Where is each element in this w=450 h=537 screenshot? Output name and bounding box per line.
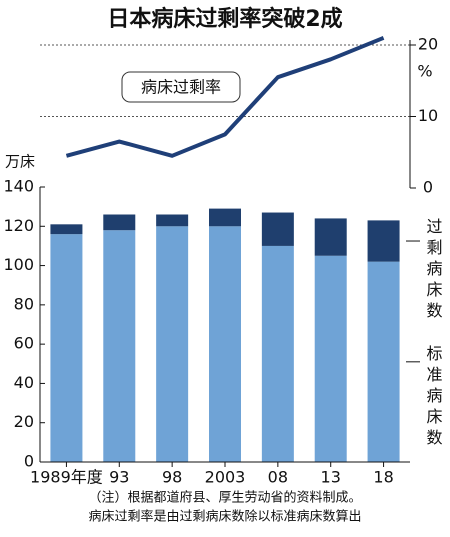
bar <box>261 212 294 246</box>
x-tick-label: 93 <box>109 468 129 487</box>
note: 病床过剩率是由过剩病床数除以标准病床数算出 <box>88 509 361 525</box>
y2-tick-label: 0 <box>423 178 433 197</box>
y-tick-label: 100 <box>3 255 34 274</box>
legend-label: 病床过剩率 <box>141 78 221 97</box>
bar <box>209 208 241 227</box>
x-tick-label: 1989年度 <box>30 468 103 487</box>
x-tick-label: 13 <box>321 468 341 487</box>
y2-tick-label: 20 <box>418 35 438 54</box>
line <box>65 35 385 158</box>
bar <box>156 226 189 462</box>
bar <box>209 226 241 462</box>
bar <box>314 255 347 462</box>
bar <box>103 214 136 231</box>
x-tick-label: 98 <box>162 468 182 487</box>
x-tick-label: 08 <box>268 468 288 487</box>
y-tick-label: 20 <box>14 412 34 431</box>
bar <box>367 261 400 462</box>
x-tick-label: 18 <box>373 468 393 487</box>
bar <box>314 218 347 256</box>
y-tick-label: 140 <box>3 177 34 196</box>
bar <box>103 230 136 462</box>
y2-unit: % <box>417 62 432 81</box>
y2-tick-label: 10 <box>418 106 438 125</box>
bar <box>50 224 83 235</box>
x-tick-label: 2003 <box>205 468 246 487</box>
bar <box>50 234 83 462</box>
bar <box>367 220 400 262</box>
chart-title: 日本病床过剩率突破2成 <box>107 6 342 32</box>
y-unit: 万床 <box>5 153 35 171</box>
y-tick-label: 80 <box>14 294 34 313</box>
y-tick-label: 60 <box>14 334 34 353</box>
note: （注）根据都道府县、厚生劳动省的资料制成。 <box>88 490 361 506</box>
legend-label: 过剩病床数 <box>424 218 443 323</box>
legend-box <box>121 71 241 103</box>
legend-label: 标准病床数 <box>424 345 443 450</box>
bar <box>156 214 189 227</box>
y-tick-label: 120 <box>3 216 34 235</box>
y-tick-label: 0 <box>24 452 34 471</box>
bar <box>261 245 294 462</box>
y-tick-label: 40 <box>14 373 34 392</box>
